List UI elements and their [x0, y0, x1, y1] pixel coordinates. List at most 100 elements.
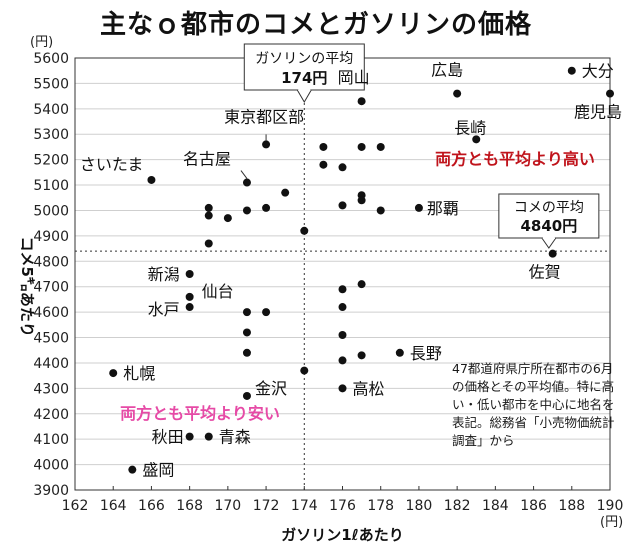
- data-point: [262, 308, 271, 317]
- x-axis-title: ガソリン1ℓあたり: [281, 526, 404, 544]
- y-unit: (円): [30, 35, 53, 50]
- point-label: 金沢: [255, 379, 287, 398]
- data-point: [109, 369, 118, 378]
- data-point: [338, 285, 347, 294]
- data-point: [185, 270, 194, 278]
- point-label: 大分: [582, 62, 614, 81]
- data-point: [262, 203, 271, 212]
- avg-y-value: 4840円: [520, 217, 577, 235]
- data-point: [185, 303, 194, 312]
- x-tick-label: 176: [329, 498, 356, 514]
- point-label: 札幌: [123, 364, 155, 383]
- y-tick-label: 4900: [33, 229, 69, 245]
- point-label: 東京都区部: [224, 107, 304, 126]
- avg-y-label: コメの平均: [514, 200, 584, 216]
- y-tick-label: 5100: [33, 178, 69, 194]
- x-tick-label: 184: [482, 498, 509, 514]
- data-point: [319, 160, 328, 169]
- point-label: 長野: [410, 344, 442, 363]
- point-label: 高松: [353, 379, 385, 398]
- point-label: 新潟: [148, 265, 180, 284]
- y-tick-label: 5300: [33, 127, 69, 143]
- point-label: 那覇: [427, 199, 459, 218]
- data-point: [242, 328, 251, 337]
- point-label: 鹿児島: [574, 103, 622, 122]
- data-point: [242, 178, 251, 187]
- x-unit: (円): [600, 515, 623, 530]
- y-tick-label: 3900: [33, 483, 69, 499]
- point-label: 岡山: [338, 68, 370, 87]
- x-tick-label: 188: [558, 498, 585, 514]
- data-point: [128, 465, 137, 474]
- data-point: [300, 366, 309, 375]
- avg-x-value: 174円: [281, 69, 327, 87]
- y-tick-label: 5200: [33, 153, 69, 169]
- y-tick-label: 4800: [33, 254, 69, 270]
- data-point: [606, 89, 614, 98]
- y-axis-title: コメ5㌔あたり: [18, 236, 36, 336]
- avg-x-pointer: [296, 89, 312, 103]
- point-label: 長崎: [454, 118, 486, 137]
- y-tick-label: 4400: [33, 356, 69, 372]
- quadrant-high-label: 両方とも平均より高い: [435, 150, 595, 169]
- data-point: [338, 163, 347, 172]
- x-tick-label: 186: [520, 498, 547, 514]
- y-tick-label: 4600: [33, 305, 69, 321]
- quadrant-low-label: 両方とも平均より安い: [120, 404, 280, 423]
- point-label: さいたま: [80, 155, 144, 174]
- data-point: [242, 391, 251, 400]
- chart-title: 主なｏ都市のコメとガソリンの価格: [99, 10, 532, 40]
- data-point: [262, 140, 271, 149]
- y-tick-label: 5000: [33, 203, 69, 219]
- data-point: [357, 196, 366, 205]
- data-point: [357, 351, 366, 360]
- data-point: [147, 175, 156, 184]
- y-tick-label: 4700: [33, 280, 69, 296]
- data-point: [204, 239, 213, 248]
- data-point: [376, 206, 385, 215]
- x-tick-label: 166: [138, 498, 165, 514]
- y-tick-label: 4100: [33, 432, 69, 448]
- data-point: [204, 432, 213, 441]
- point-label: 水戸: [148, 300, 180, 319]
- data-point: [338, 303, 347, 312]
- leader-line: [240, 170, 248, 179]
- point-label: 秋田: [152, 428, 184, 447]
- data-point: [242, 206, 251, 215]
- y-tick-label: 5500: [33, 76, 69, 92]
- avg-x-box: [243, 43, 365, 91]
- x-tick-label: 162: [62, 498, 89, 514]
- data-point: [242, 308, 251, 317]
- x-tick-label: 172: [253, 498, 280, 514]
- point-label: 青森: [219, 428, 251, 447]
- data-point: [376, 142, 385, 151]
- point-label: 盛岡: [142, 461, 174, 480]
- point-label: 佐賀: [529, 263, 561, 282]
- data-point: [357, 280, 366, 289]
- avg-x-label: ガソリンの平均: [255, 51, 353, 67]
- data-point: [319, 142, 328, 151]
- x-tick-label: 168: [176, 498, 203, 514]
- data-point: [338, 384, 347, 393]
- point-label: 仙台: [202, 282, 234, 301]
- data-point: [357, 142, 366, 151]
- x-tick-label: 182: [444, 498, 471, 514]
- data-point: [338, 201, 347, 210]
- data-point: [242, 348, 251, 357]
- x-tick-label: 180: [406, 498, 433, 514]
- data-point: [395, 348, 404, 357]
- x-tick-label: 178: [367, 498, 394, 514]
- data-point: [472, 135, 481, 144]
- data-point: [414, 203, 423, 212]
- x-tick-label: 174: [291, 498, 318, 514]
- data-point: [185, 432, 194, 441]
- data-point: [548, 249, 557, 258]
- data-point: [204, 211, 213, 220]
- data-point: [357, 97, 366, 106]
- data-point: [453, 89, 462, 98]
- data-point: [281, 188, 290, 197]
- data-point: [567, 66, 576, 75]
- x-tick-label: 164: [100, 498, 127, 514]
- point-label: 名古屋: [183, 150, 231, 169]
